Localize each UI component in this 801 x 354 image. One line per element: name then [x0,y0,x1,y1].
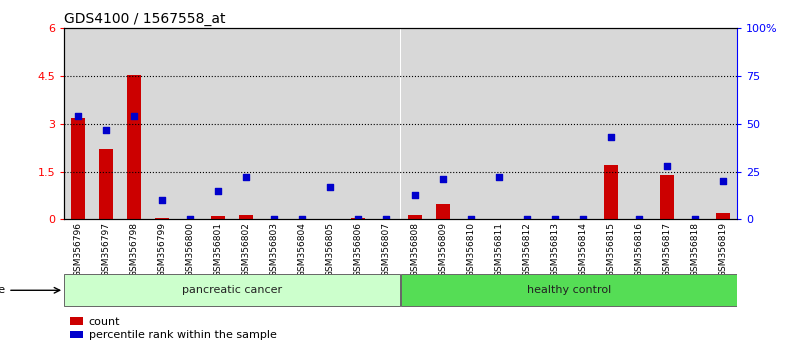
Text: GSM356805: GSM356805 [326,222,335,277]
Text: GSM356796: GSM356796 [74,222,83,277]
Bar [127,75,141,219]
Text: GSM356798: GSM356798 [130,222,139,277]
Text: GSM356809: GSM356809 [438,222,447,277]
Text: GSM356806: GSM356806 [354,222,363,277]
Text: healthy control: healthy control [526,285,611,295]
Bar [457,28,485,219]
Point [183,217,196,222]
Bar [408,215,421,219]
Bar [681,28,709,219]
Bar [64,274,400,306]
Text: GSM356817: GSM356817 [662,222,671,277]
Point [324,184,336,190]
Point [660,163,673,169]
Point [548,217,561,222]
Bar [232,28,260,219]
Text: GSM356814: GSM356814 [578,222,587,277]
Bar [288,28,316,219]
Bar [372,28,400,219]
Bar [239,215,253,219]
Point [127,113,140,119]
Bar [316,28,344,219]
Text: GSM356818: GSM356818 [690,222,699,277]
Text: GSM356815: GSM356815 [606,222,615,277]
Bar [429,28,457,219]
Bar [597,28,625,219]
Bar [352,218,365,219]
Point [464,217,477,222]
Bar [625,28,653,219]
Text: GSM356800: GSM356800 [186,222,195,277]
Text: GSM356816: GSM356816 [634,222,643,277]
Bar [204,28,232,219]
Text: GDS4100 / 1567558_at: GDS4100 / 1567558_at [64,12,226,26]
Text: pancreatic cancer: pancreatic cancer [182,285,282,295]
Point [576,217,589,222]
Text: GSM356810: GSM356810 [466,222,475,277]
Text: GSM356797: GSM356797 [102,222,111,277]
Point [268,217,280,222]
Point [296,217,308,222]
Point [408,192,421,198]
Bar [64,28,92,219]
Point [72,113,85,119]
Point [716,178,729,184]
Point [520,217,533,222]
Bar [148,28,176,219]
Legend: count, percentile rank within the sample: count, percentile rank within the sample [70,317,276,341]
Bar [400,274,737,306]
Text: GSM356799: GSM356799 [158,222,167,277]
Bar [120,28,148,219]
Point [632,217,645,222]
Bar [653,28,681,219]
Text: GSM356812: GSM356812 [522,222,531,277]
Point [492,175,505,180]
Bar [709,28,737,219]
Text: GSM356807: GSM356807 [382,222,391,277]
Point [211,188,224,194]
Point [604,135,617,140]
Bar [436,204,449,219]
Bar [660,175,674,219]
Bar [485,28,513,219]
Bar [344,28,372,219]
Point [688,217,701,222]
Text: GSM356811: GSM356811 [494,222,503,277]
Point [380,217,392,222]
Text: GSM356802: GSM356802 [242,222,251,277]
Bar [604,165,618,219]
Bar [155,218,169,219]
Bar [569,28,597,219]
Point [155,198,168,203]
Bar [513,28,541,219]
Text: disease state: disease state [0,285,6,295]
Point [99,127,112,132]
Text: GSM356803: GSM356803 [270,222,279,277]
Point [436,177,449,182]
Bar [92,28,120,219]
Text: GSM356808: GSM356808 [410,222,419,277]
Text: GSM356804: GSM356804 [298,222,307,277]
Bar [400,28,429,219]
Bar [716,213,730,219]
Bar [99,149,113,219]
Text: GSM356801: GSM356801 [214,222,223,277]
Point [239,175,252,180]
Text: GSM356819: GSM356819 [718,222,727,277]
Bar [541,28,569,219]
Bar [71,118,85,219]
Point [352,217,364,222]
Text: GSM356813: GSM356813 [550,222,559,277]
Bar [211,216,225,219]
Bar [176,28,204,219]
Bar [260,28,288,219]
